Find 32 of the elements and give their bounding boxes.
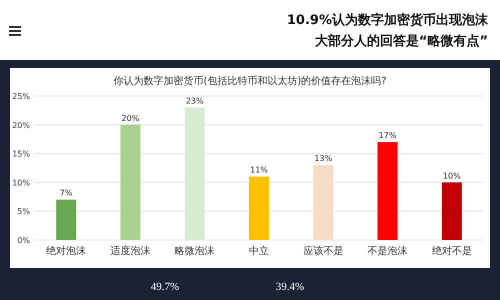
bar: [378, 142, 398, 240]
y-tick-label: 10%: [12, 178, 30, 188]
bar: [56, 200, 76, 240]
x-tick-label: 略微泡沫: [174, 245, 215, 257]
x-tick-label: 不是泡沫: [368, 245, 408, 257]
x-tick-label: 适度泡沫: [110, 245, 150, 257]
data-label: 23%: [186, 96, 204, 106]
text: 10.9%认为数字加密货币出现泡沫: [286, 12, 489, 28]
y-tick-label: 15%: [12, 150, 30, 159]
y-tick-label: 25%: [12, 92, 30, 101]
bar: [184, 108, 205, 240]
y-tick-label: 5%: [17, 207, 30, 216]
bar: [249, 176, 269, 240]
chart-title: 你认为数字加密货币(包括比特币和以太坊)的价值存在泡沫吗?: [113, 75, 387, 87]
bar: [120, 124, 140, 240]
data-label: 13%: [314, 154, 333, 164]
x-tick-label: 中立: [249, 245, 269, 257]
data-label: 20%: [122, 114, 140, 123]
data-label: 11%: [250, 166, 268, 175]
x-tick-label: 应该不是: [303, 245, 344, 257]
data-label: 10%: [442, 171, 462, 180]
y-tick-label: 20%: [12, 120, 30, 130]
text: 39.4%: [276, 281, 304, 293]
data-label: 7%: [60, 188, 73, 198]
x-tick-label: 绝对泡沫: [46, 245, 86, 257]
bar: [313, 165, 334, 240]
data-label: 17%: [378, 131, 397, 140]
y-tick-label: 0%: [17, 236, 30, 245]
bar: [442, 182, 462, 240]
x-tick-label: 绝对不是: [432, 245, 472, 257]
text: 大部分人的回答是“略微有点”: [314, 33, 488, 49]
text: 49.7%: [150, 281, 180, 293]
